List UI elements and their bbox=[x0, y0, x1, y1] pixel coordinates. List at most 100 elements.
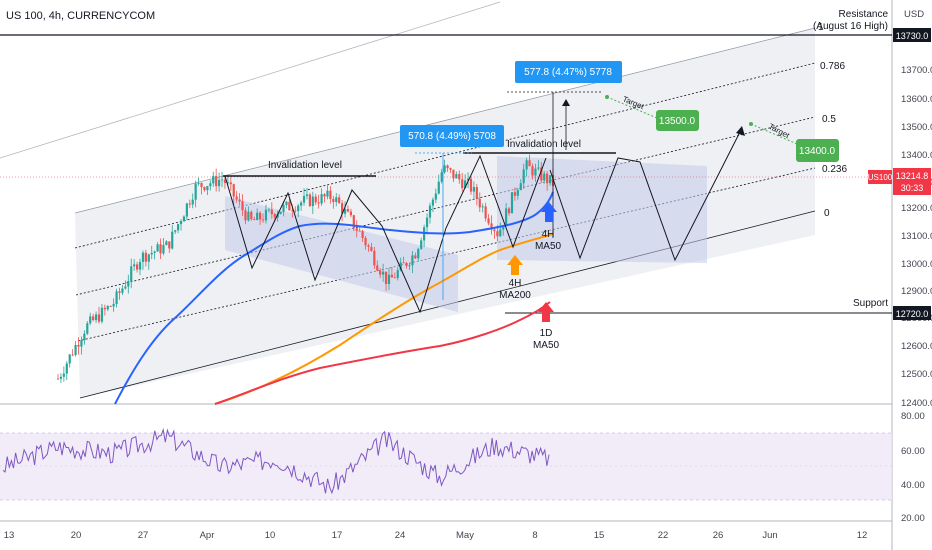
candle-body bbox=[94, 314, 98, 321]
candle-body bbox=[182, 216, 186, 222]
candle-body bbox=[127, 281, 130, 287]
candle-body bbox=[326, 190, 329, 197]
candle-body bbox=[420, 240, 423, 249]
projection-zigzag[interactable] bbox=[549, 127, 743, 262]
price-axis[interactable]: USD 13700.013600.013500.013400.013300.01… bbox=[901, 9, 932, 409]
candle-body bbox=[171, 231, 174, 249]
candle-body bbox=[197, 182, 200, 184]
candle-body bbox=[188, 203, 191, 205]
rsi-axis[interactable]: 80.00 60.00 40.00 20.00 bbox=[901, 411, 925, 524]
price-tick-label: 12900.0 bbox=[901, 286, 932, 297]
candle-body bbox=[452, 169, 455, 179]
countdown-text: 30:33 bbox=[901, 183, 924, 193]
ma200-4h-callout[interactable]: 4H MA200 bbox=[499, 255, 531, 301]
candle-body bbox=[446, 165, 449, 169]
candle-body bbox=[273, 214, 276, 218]
candle-body bbox=[238, 199, 241, 202]
candle-body bbox=[373, 250, 376, 266]
candle-body bbox=[147, 254, 150, 262]
price-tick-label: 13700.0 bbox=[901, 65, 932, 76]
candle-body bbox=[156, 244, 159, 252]
price-channel[interactable] bbox=[0, 1, 816, 399]
candle-body bbox=[469, 178, 473, 192]
candle-body bbox=[414, 255, 417, 259]
candle-body bbox=[370, 246, 373, 251]
candle-body bbox=[68, 354, 71, 364]
candle-body bbox=[358, 230, 361, 232]
pattern-box-2 bbox=[497, 156, 707, 263]
candle-body bbox=[320, 194, 323, 204]
candle-body bbox=[323, 194, 326, 197]
candle-body bbox=[215, 175, 218, 187]
candle-body bbox=[80, 340, 83, 347]
ma50-1d-line[interactable] bbox=[214, 301, 551, 405]
candle-body bbox=[135, 264, 139, 270]
candle-body bbox=[311, 196, 314, 207]
fib-label-1: 1 bbox=[818, 22, 824, 33]
ma50-1d-callout[interactable]: 1D MA50 bbox=[533, 302, 560, 351]
ma50-1d-label-1: 1D bbox=[540, 328, 553, 339]
rsi-line bbox=[2, 427, 550, 495]
rsi-pane[interactable] bbox=[0, 427, 892, 501]
candle-body bbox=[402, 262, 405, 264]
candle-body bbox=[367, 245, 370, 247]
candle-body bbox=[505, 208, 508, 226]
candle-body bbox=[543, 173, 546, 181]
ma200-4h-label-1: 4H bbox=[509, 278, 522, 289]
candlestick-series bbox=[56, 154, 555, 383]
candle-body bbox=[253, 219, 256, 221]
candle-body bbox=[308, 194, 311, 207]
candle-body bbox=[458, 174, 461, 180]
candle-body bbox=[232, 184, 235, 197]
candle-body bbox=[288, 201, 291, 211]
candle-body bbox=[150, 252, 153, 255]
channel-fill bbox=[75, 28, 815, 398]
candle-body bbox=[62, 373, 65, 377]
candle-body bbox=[226, 182, 229, 184]
candle-body bbox=[162, 245, 165, 254]
candle-body bbox=[466, 178, 470, 181]
support-price-text: 12720.0 bbox=[896, 309, 929, 319]
time-axis[interactable]: 13 20 27 Apr 10 17 24 May 8 15 22 26 Jun 12 bbox=[4, 530, 868, 541]
candle-body bbox=[282, 205, 285, 212]
candle-body bbox=[206, 186, 209, 191]
support-label: Support bbox=[853, 298, 888, 309]
resistance-price-badge bbox=[893, 28, 931, 42]
candle-body bbox=[472, 187, 476, 192]
price-tick-label: 13000.0 bbox=[901, 259, 932, 270]
candle-body bbox=[194, 183, 197, 200]
zigzag-pattern-1 bbox=[224, 154, 547, 314]
target-1-line bbox=[606, 96, 658, 119]
resistance-label: Resistance bbox=[839, 9, 889, 20]
candle-body bbox=[235, 196, 238, 200]
ma50-1d-label-2: MA50 bbox=[533, 340, 560, 351]
symbol-title[interactable]: US 100, 4h, CURRENCYCOM bbox=[6, 10, 155, 22]
candle-body bbox=[346, 209, 350, 212]
candle-body bbox=[300, 202, 303, 206]
candle-body bbox=[130, 266, 133, 282]
rsi-tick-label: 80.00 bbox=[901, 411, 925, 422]
candle-body bbox=[297, 205, 300, 212]
candle-body bbox=[499, 229, 502, 237]
time-tick-label: 12 bbox=[857, 530, 868, 541]
candle-body bbox=[285, 201, 288, 206]
measure-1-badge bbox=[400, 125, 504, 147]
rsi-band bbox=[0, 433, 892, 500]
candle-body bbox=[352, 215, 355, 229]
candle-body bbox=[382, 271, 385, 275]
candle-body bbox=[510, 192, 514, 214]
time-tick-label: 13 bbox=[4, 530, 15, 541]
candle-body bbox=[487, 218, 490, 224]
ma50-4h-callout[interactable]: 4H MA50 bbox=[535, 202, 562, 252]
ma50-4h-label-2: MA50 bbox=[535, 241, 562, 252]
measure-tool-1[interactable]: 570.8 (4.49%) 5708 bbox=[400, 125, 504, 300]
candle-body bbox=[141, 252, 145, 262]
candle-body bbox=[133, 264, 136, 267]
candle-body bbox=[259, 212, 262, 220]
candle-body bbox=[83, 333, 86, 341]
time-tick-label: Apr bbox=[200, 530, 215, 541]
price-tick-label: 13600.0 bbox=[901, 94, 932, 105]
candle-body bbox=[396, 270, 399, 278]
candle-body bbox=[364, 237, 367, 246]
